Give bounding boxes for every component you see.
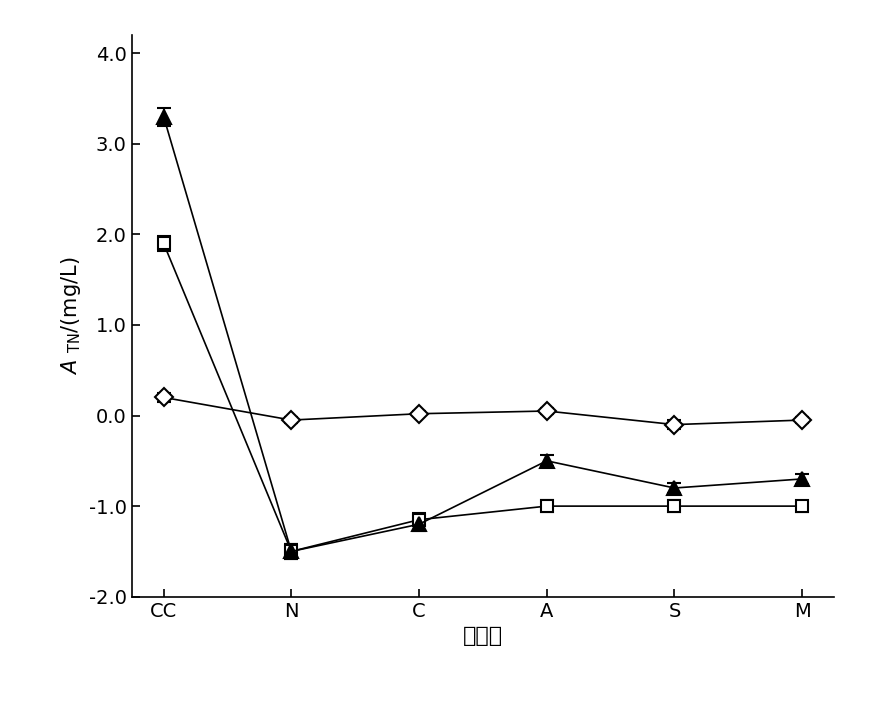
X-axis label: 藻种名: 藻种名 (462, 626, 503, 646)
Y-axis label: $\it{A}$ $_{\rm{TN}}$/(mg/L): $\it{A}$ $_{\rm{TN}}$/(mg/L) (60, 257, 83, 375)
